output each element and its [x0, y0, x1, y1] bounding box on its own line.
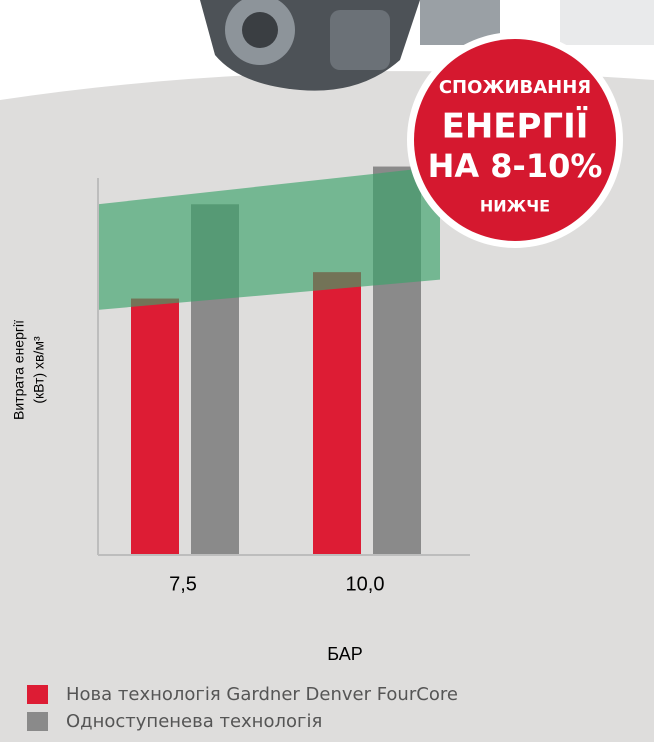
legend-swatch	[27, 712, 48, 731]
legend-label: Одноступенева технологія	[66, 711, 322, 732]
x-tick-label: 10,0	[346, 573, 385, 595]
badge-text: СПОЖИВАННЯ	[439, 77, 591, 98]
badge-text: НА 8-10%	[428, 147, 603, 185]
legend-swatch	[27, 685, 48, 704]
page: Витрата енергії (кВт) хв/м³ БАР 7,510,0 …	[0, 0, 654, 742]
badge-text: НИЖЧЕ	[480, 197, 550, 216]
x-tick-label: 7,5	[169, 573, 197, 595]
badge: СПОЖИВАННЯ ЕНЕРГІЇ НА 8-10% НИЖЧЕ	[407, 32, 623, 248]
badge-text: ЕНЕРГІЇ	[442, 106, 589, 147]
x-axis-label: БАР	[327, 644, 362, 664]
legend-label: Нова технологія Gardner Denver FourCore	[66, 684, 458, 705]
y-axis-label: Витрата енергії	[11, 320, 27, 420]
bar	[131, 299, 179, 555]
bar	[313, 272, 361, 555]
y-axis-label: (кВт) хв/м³	[31, 336, 47, 404]
